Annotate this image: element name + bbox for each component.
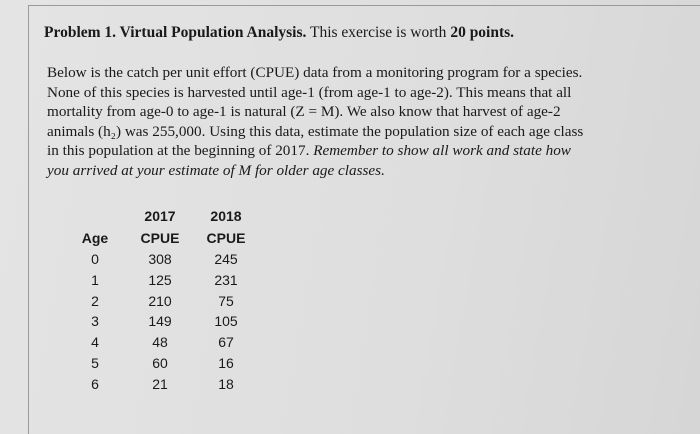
body-line: mortality from age-0 to age-1 is natural…	[47, 103, 561, 121]
table-cell: 48	[152, 334, 168, 351]
body-line: you arrived at your estimate of M for ol…	[47, 162, 385, 180]
text: Below is the catch per unit effort (CPUE…	[47, 64, 583, 81]
table-cell: 21	[152, 375, 168, 392]
table-cell: 67	[218, 334, 234, 351]
title-bold: Problem 1. Virtual Population Analysis.	[44, 24, 307, 41]
table-cell: 16	[218, 355, 234, 371]
column-header: Age	[81, 230, 109, 246]
column-header: CPUE	[206, 230, 246, 246]
year-header: 2017	[144, 208, 176, 224]
text: mortality from age-0 to age-1 is natural…	[47, 103, 561, 120]
body-line: in this population at the beginning of 2…	[47, 142, 571, 160]
table-cell: 245	[214, 251, 238, 267]
column-header: CPUE	[140, 230, 180, 246]
table-cell: 4	[91, 334, 99, 351]
table-cell: 308	[148, 251, 172, 267]
year-header: 2018	[210, 208, 242, 224]
table-cell: 1	[91, 271, 99, 288]
italic-text: Remember to show all work and state how	[313, 142, 571, 159]
italic-text: you arrived at your estimate of M for ol…	[47, 161, 385, 179]
table-cell: 60	[152, 355, 168, 371]
table-cell: 125	[148, 271, 172, 288]
table-cell: 75	[218, 292, 234, 309]
title-points: 20 points.	[450, 24, 515, 41]
body-line: animals (h₂) was 255,000. Using this dat…	[47, 123, 583, 141]
problem-title: Problem 1. Virtual Population Analysis. …	[44, 24, 514, 42]
table-cell: 210	[148, 292, 172, 309]
paper-edge	[28, 5, 700, 434]
body-line: Below is the catch per unit effort (CPUE…	[47, 64, 582, 82]
table-cell: 6	[91, 375, 99, 392]
table-cell: 3	[91, 313, 99, 330]
text: in this population at the beginning of 2…	[47, 142, 314, 159]
table-cell: 105	[214, 313, 238, 330]
table-cell: 2	[91, 292, 99, 309]
table-cell: 149	[148, 313, 172, 330]
text: None of this species is harvested until …	[47, 83, 572, 101]
text: animals (h₂) was 255,000. Using this dat…	[47, 122, 584, 140]
table-cell: 0	[91, 251, 99, 267]
table-cell: 5	[91, 355, 99, 371]
table-cell: 18	[218, 375, 234, 392]
title-text: This exercise is worth	[306, 24, 451, 41]
table-cell: 231	[214, 271, 238, 288]
body-line: None of this species is harvested until …	[47, 84, 571, 102]
